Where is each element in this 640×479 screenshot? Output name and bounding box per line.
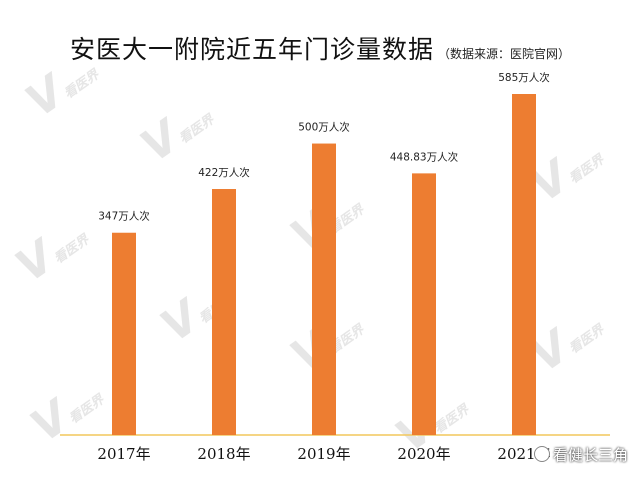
x-tick-label-2: 2019年 (297, 445, 350, 463)
chart-subtitle: （数据来源：医院官网） (438, 47, 571, 61)
data-label-0: 347万人次 (98, 210, 150, 223)
footer-credit-text: 看健长三角 (552, 446, 628, 464)
x-tick-label-0: 2017年 (97, 445, 150, 463)
x-tick-label-3: 2020年 (397, 445, 450, 463)
data-label-1: 422万人次 (198, 166, 250, 179)
bar-3 (412, 173, 436, 435)
chart-title: 安医大一附院近五年门诊量数据 (69, 35, 434, 64)
bar-1 (212, 189, 236, 435)
bar-0 (112, 232, 136, 435)
data-label-3: 448.83万人次 (390, 150, 459, 163)
wechat-icon (533, 446, 550, 462)
bar-4 (512, 94, 536, 435)
data-label-4: 585万人次 (498, 71, 550, 84)
footer-credit: 看健长三角 (533, 444, 628, 465)
x-tick-label-1: 2018年 (197, 445, 250, 463)
bar-2 (312, 143, 336, 436)
data-label-2: 500万人次 (298, 121, 350, 134)
chart-header: 安医大一附院近五年门诊量数据 （数据来源：医院官网） (0, 30, 640, 66)
